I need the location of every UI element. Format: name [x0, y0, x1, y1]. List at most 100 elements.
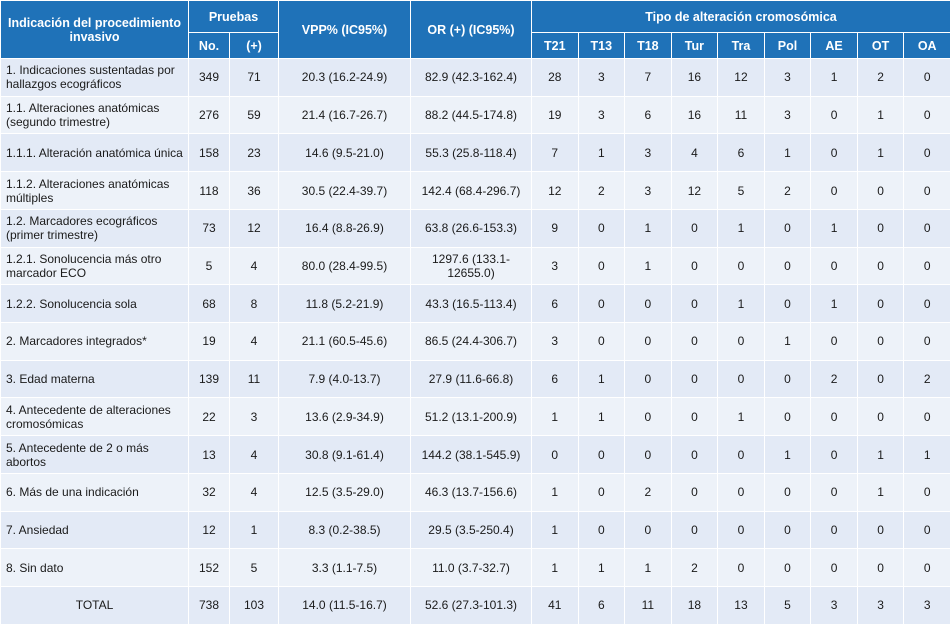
table-cell: 1	[810, 208, 858, 248]
table-cell: 1	[624, 246, 672, 286]
table-cell: 1	[624, 548, 672, 588]
table-cell: 2	[810, 359, 858, 399]
row-label: TOTAL	[0, 586, 189, 625]
table-cell: 88.2 (44.5-174.8)	[410, 95, 532, 135]
table-cell: 0	[577, 435, 626, 474]
table-cell: 0	[670, 284, 719, 324]
table-cell: 0	[810, 548, 858, 588]
table-cell: 0	[903, 171, 951, 210]
table-cell: 6	[531, 284, 579, 324]
table-cell: 30.5 (22.4-39.7)	[278, 171, 411, 210]
table-cell: 0	[856, 208, 905, 248]
table-cell: 1	[717, 397, 765, 437]
table-cell: 1	[763, 435, 812, 474]
table-cell: 1	[763, 322, 812, 361]
table-cell: 118	[188, 171, 230, 210]
table-row: 1.1.2. Alteraciones anatómicas múltiples…	[0, 171, 951, 210]
table-cell: 0	[856, 246, 905, 286]
header-cell: Tur	[670, 32, 719, 59]
table-cell: 1	[229, 510, 279, 550]
table-row: 1.1.1. Alteración anatómica única 158 23 14…	[0, 133, 951, 173]
table-cell: 1	[717, 284, 765, 324]
header-cell: T18	[624, 32, 672, 59]
table-cell: 55.3 (25.8-118.4)	[410, 133, 532, 173]
table-cell: 1	[577, 397, 626, 437]
table-cell: 6	[577, 586, 626, 625]
table-row: 5. Antecedente de 2 o más abortos 13 4 30.8…	[0, 435, 951, 474]
table-cell: 22	[188, 397, 230, 437]
table-cell: 0	[810, 510, 858, 550]
table-row: 7. Ansiedad 12 1 8.3 (0.2-38.5) 29.5 (3.5-25…	[0, 510, 951, 550]
header-cell: OR (+) (IC95%)	[410, 0, 532, 59]
table-cell: 0	[856, 510, 905, 550]
row-label: 1. Indicaciones sustentadas por hallazgo…	[0, 58, 189, 97]
table-cell: 0	[810, 133, 858, 173]
table-row: 4. Antecedente de alteraciones cromosómi…	[0, 397, 951, 437]
table-cell: 0	[763, 246, 812, 286]
table-cell: 0	[856, 322, 905, 361]
table-cell: 3	[577, 58, 626, 97]
table-cell: 0	[717, 359, 765, 399]
table-cell: 9	[531, 208, 579, 248]
table-cell: 41	[531, 586, 579, 625]
table-cell: 4	[229, 322, 279, 361]
table-cell: 30.8 (9.1-61.4)	[278, 435, 411, 474]
table-cell: 0	[670, 359, 719, 399]
table-cell: 14.6 (9.5-21.0)	[278, 133, 411, 173]
table-cell: 2	[763, 171, 812, 210]
table-cell: 4	[670, 133, 719, 173]
table-cell: 0	[670, 397, 719, 437]
table-cell: 0	[903, 95, 951, 135]
table-cell: 18	[670, 586, 719, 625]
table-cell: 3	[229, 397, 279, 437]
table-cell: 12	[229, 208, 279, 248]
table-cell: 0	[903, 284, 951, 324]
table-cell: 4	[229, 472, 279, 512]
table-cell: 29.5 (3.5-250.4)	[410, 510, 532, 550]
row-label: 6. Más de una indicación	[0, 472, 189, 512]
table-cell: 0	[670, 208, 719, 248]
row-label: 1.2.1. Sonolucencia más otro marcador EC…	[0, 246, 189, 286]
table-cell: 36	[229, 171, 279, 210]
table-cell: 1	[903, 435, 951, 474]
table-cell: 1	[577, 359, 626, 399]
table-cell: 0	[670, 435, 719, 474]
table-cell: 13	[188, 435, 230, 474]
table-cell: 12	[670, 171, 719, 210]
table-cell: 0	[670, 510, 719, 550]
table-cell: 1	[531, 548, 579, 588]
table-cell: 11.0 (3.7-32.7)	[410, 548, 532, 588]
table-cell: 0	[624, 397, 672, 437]
table-cell: 0	[810, 322, 858, 361]
table-cell: 0	[577, 284, 626, 324]
header-cell: T21	[531, 32, 579, 59]
row-label: 1.2. Marcadores ecográficos (primer trim…	[0, 208, 189, 248]
table-cell: 0	[903, 58, 951, 97]
table-row: 8. Sin dato 152 5 3.3 (1.1-7.5) 11.0 (3.7-32…	[0, 548, 951, 588]
table-cell: 3	[903, 586, 951, 625]
row-label: 1.2.2. Sonolucencia sola	[0, 284, 189, 324]
table-cell: 20.3 (16.2-24.9)	[278, 58, 411, 97]
table-cell: 0	[903, 322, 951, 361]
table-cell: 142.4 (68.4-296.7)	[410, 171, 532, 210]
table-cell: 2	[856, 58, 905, 97]
table-cell: 7	[624, 58, 672, 97]
header-cell: Tra	[717, 32, 765, 59]
table-cell: 27.9 (11.6-66.8)	[410, 359, 532, 399]
table-cell: 1	[717, 208, 765, 248]
table-cell: 0	[763, 510, 812, 550]
table-cell: 0	[903, 548, 951, 588]
table-cell: 46.3 (13.7-156.6)	[410, 472, 532, 512]
table-cell: 144.2 (38.1-545.9)	[410, 435, 532, 474]
table-cell: 3	[624, 133, 672, 173]
table-cell: 0	[810, 171, 858, 210]
table-row: 3. Edad materna 139 11 7.9 (4.0-13.7) 27.9 (…	[0, 359, 951, 399]
table-cell: 1	[810, 58, 858, 97]
table-cell: 12	[717, 58, 765, 97]
table-cell: 1	[577, 548, 626, 588]
table-cell: 1	[856, 435, 905, 474]
table-cell: 0	[577, 208, 626, 248]
table-cell: 0	[856, 171, 905, 210]
table-cell: 3	[763, 58, 812, 97]
table-cell: 0	[577, 322, 626, 361]
